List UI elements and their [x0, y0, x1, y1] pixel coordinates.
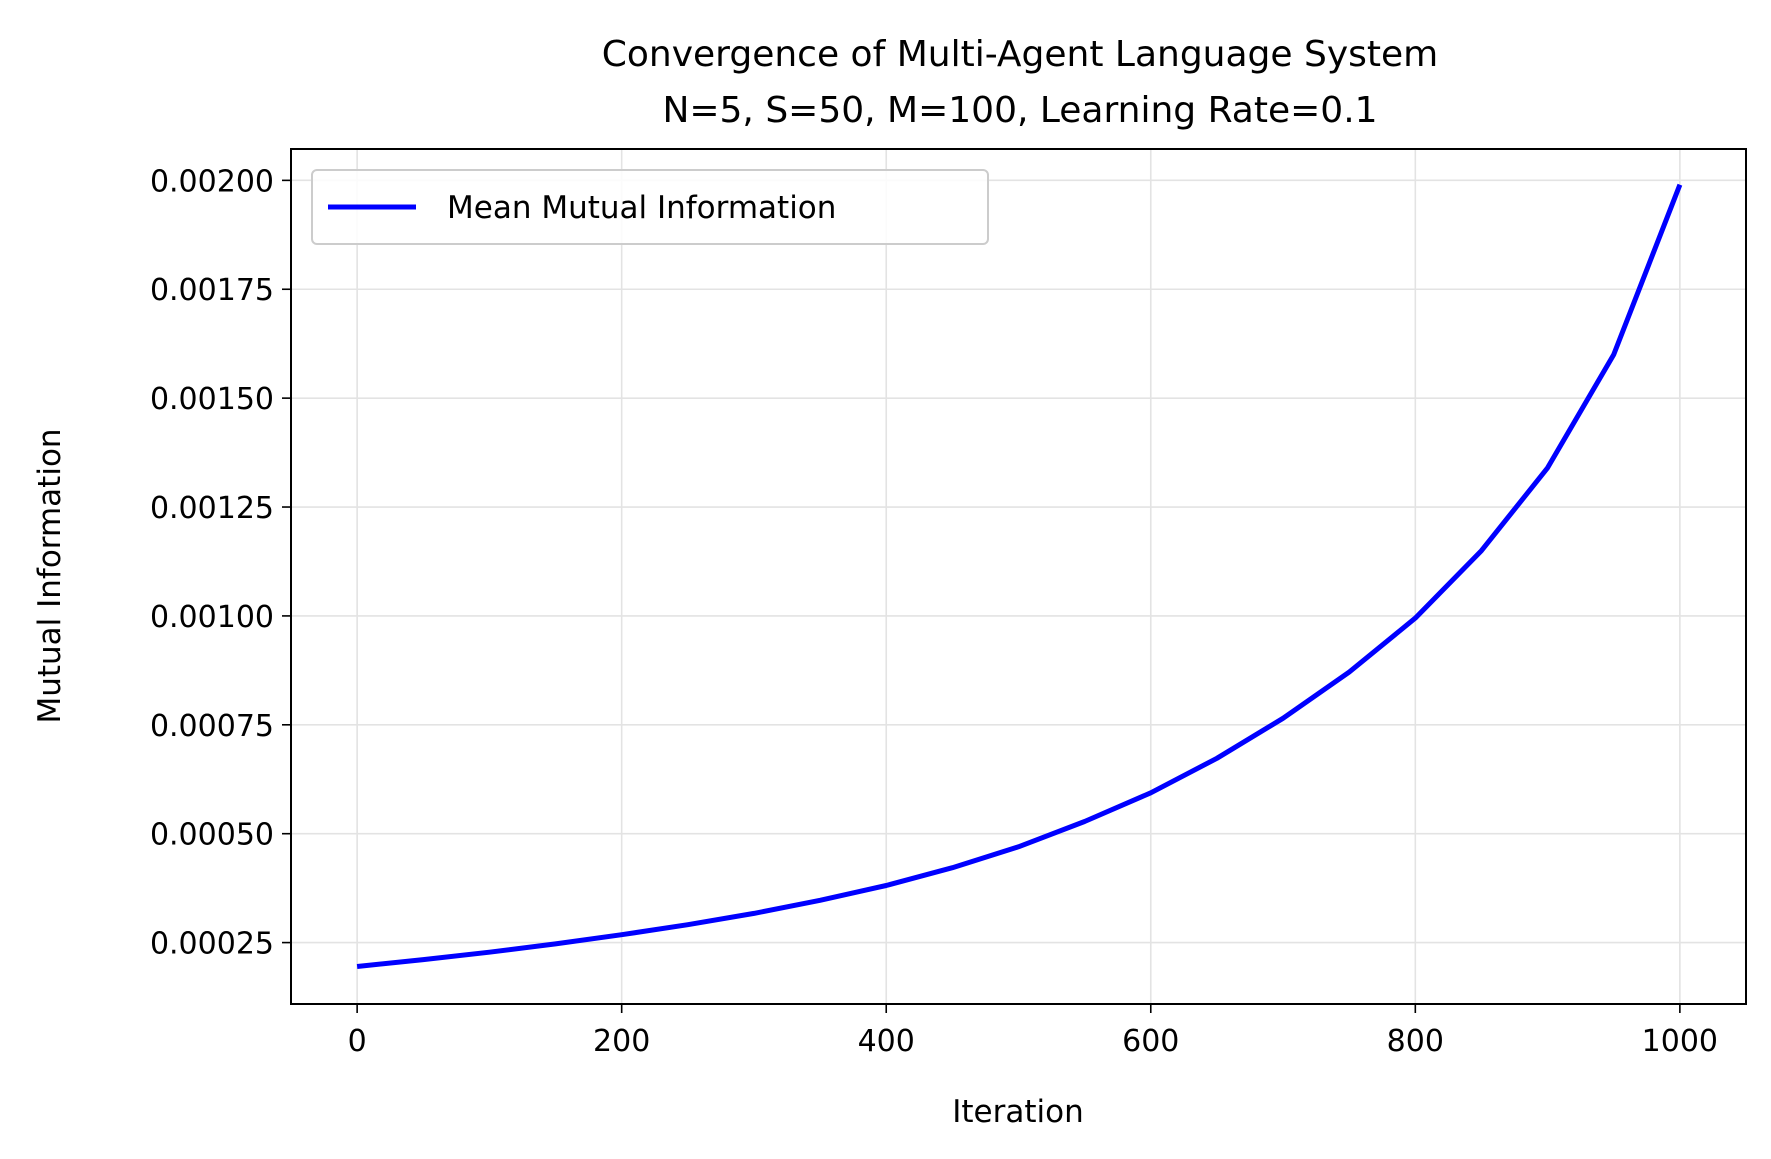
x-axis-label: Iteration: [952, 1094, 1084, 1130]
y-tick-label: 0.00175: [150, 273, 274, 308]
x-tick-label: 600: [1122, 1024, 1179, 1059]
y-axis: 0.00025 0.00050 0.00075 0.00100 0.00125 0.001…: [150, 164, 291, 962]
x-tick-label: 400: [858, 1024, 915, 1059]
chart-title: Convergence of Multi-Agent Language Syst…: [602, 34, 1439, 75]
legend-label: Mean Mutual Information: [447, 190, 836, 226]
grid-layer: [291, 149, 1746, 1004]
y-tick-label: 0.00125: [150, 491, 274, 526]
series-layer: [356, 183, 1683, 969]
y-tick-label: 0.00075: [150, 709, 274, 744]
chart-subtitle: N=5, S=50, M=100, Learning Rate=0.1: [662, 90, 1377, 131]
x-axis: 0 200 400 600 800 1000: [348, 1004, 1718, 1059]
y-tick-label: 0.00100: [150, 600, 274, 635]
x-tick-label: 1000: [1642, 1024, 1718, 1059]
legend-box: [311, 169, 989, 245]
y-tick-label: 0.00025: [150, 927, 274, 962]
plot-frame: [290, 148, 1747, 1005]
y-tick-label: 0.00050: [150, 818, 274, 853]
series-line: [356, 183, 1683, 969]
x-tick-label: 800: [1387, 1024, 1444, 1059]
y-axis-label: Mutual Information: [32, 428, 68, 723]
legend: Mean Mutual Information: [311, 169, 989, 245]
y-tick-label: 0.00200: [150, 164, 274, 199]
x-tick-label: 200: [593, 1024, 650, 1059]
y-tick-label: 0.00150: [150, 382, 274, 417]
x-tick-label: 0: [348, 1024, 367, 1059]
